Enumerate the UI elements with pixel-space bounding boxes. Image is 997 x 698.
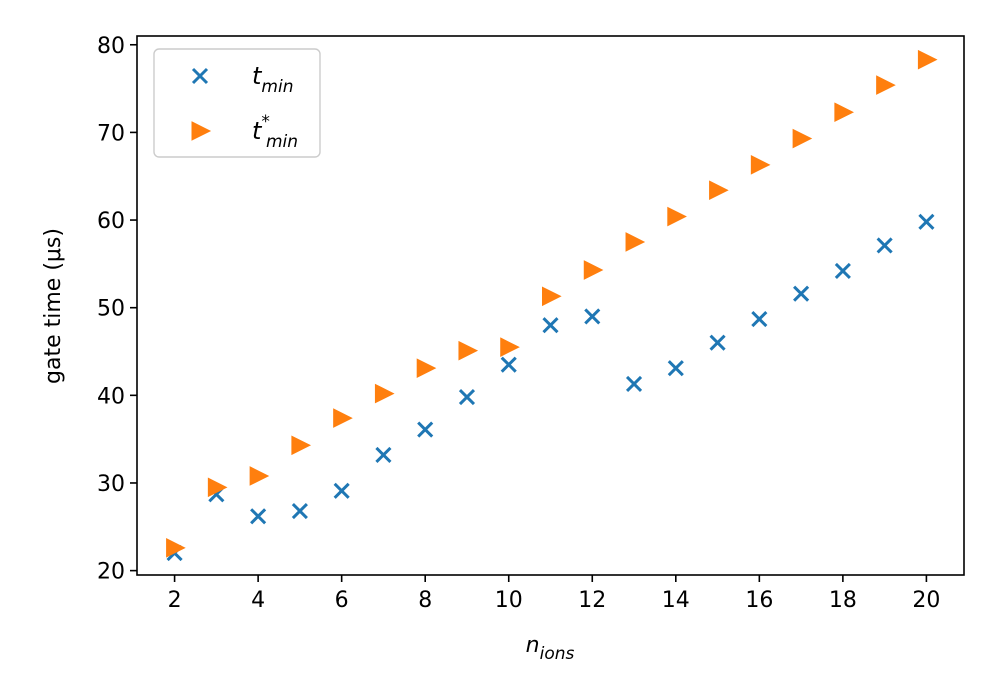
x-marker-point <box>625 375 643 393</box>
x-tick-label: 10 <box>495 588 523 613</box>
y-axis-label: gate time (μs) <box>41 228 66 384</box>
x-marker-point <box>793 285 810 302</box>
triangle-marker-point <box>625 232 646 252</box>
triangle-marker-point <box>333 408 353 428</box>
legend-label: t* min <box>252 112 298 152</box>
x-marker-point <box>417 421 434 438</box>
triangle-marker-point <box>458 340 479 361</box>
triangle-marker-point <box>667 206 687 227</box>
x-tick-label: 8 <box>418 588 432 613</box>
x-axis-label-sub: ions <box>540 644 575 664</box>
x-tick-label: 6 <box>335 588 349 613</box>
x-tick-label: 2 <box>168 588 182 613</box>
x-marker-point <box>584 308 601 325</box>
x-marker-point <box>458 389 476 406</box>
x-tick-label: 18 <box>829 588 857 613</box>
x-tick-label: 4 <box>251 588 265 613</box>
triangle-marker-point <box>750 155 771 175</box>
x-marker-point <box>918 213 935 230</box>
triangle-marker-point <box>291 435 312 456</box>
x-marker-point <box>333 482 350 499</box>
triangle-marker-point <box>249 466 270 486</box>
triangle-marker-point <box>500 337 520 357</box>
triangle-marker-point <box>416 358 437 378</box>
x-marker-point <box>667 360 684 377</box>
x-marker-point <box>834 262 851 279</box>
x-tick-label: 20 <box>912 588 940 613</box>
legend-marker <box>191 67 209 85</box>
x-axis-label: nions <box>526 633 575 664</box>
y-tick-label: 40 <box>97 384 125 409</box>
y-tick-label: 20 <box>97 560 125 585</box>
triangle-marker-point <box>792 128 813 149</box>
x-tick-label: 16 <box>745 588 773 613</box>
y-tick-label: 50 <box>97 297 125 322</box>
x-marker-point <box>291 502 308 520</box>
triangle-marker-point <box>374 383 395 404</box>
triangle-marker-point <box>583 260 604 280</box>
x-marker-point <box>500 356 517 373</box>
x-axis-label-base: n <box>526 633 540 658</box>
x-marker-point <box>542 317 559 334</box>
series-1 <box>166 49 938 558</box>
triangle-marker-point <box>834 102 854 123</box>
series-0 <box>166 213 935 562</box>
x-marker-point <box>876 237 893 254</box>
legend: tmin t* min <box>153 48 321 158</box>
triangle-marker-point <box>542 286 562 307</box>
triangle-marker-point <box>876 75 896 95</box>
x-tick-label: 14 <box>662 588 690 613</box>
y-tick-label: 30 <box>97 472 125 497</box>
y-tick-label: 70 <box>97 121 125 146</box>
x-tick-label: 12 <box>578 588 606 613</box>
x-marker-point <box>751 311 768 328</box>
y-tick-label: 80 <box>97 34 125 59</box>
triangle-marker-point <box>166 538 186 558</box>
triangle-marker-point <box>709 180 729 201</box>
y-tick-label: 60 <box>97 209 125 234</box>
x-marker-point <box>250 508 267 525</box>
plot-frame <box>136 35 965 576</box>
data-marks <box>166 49 938 562</box>
y-axis-ticks: 20 30 40 50 60 70 80 <box>97 34 137 585</box>
triangle-marker-point <box>207 477 228 498</box>
x-marker-point <box>375 446 392 463</box>
legend-marker <box>191 121 212 141</box>
x-marker-point <box>709 334 726 351</box>
triangle-marker-point <box>917 49 938 70</box>
legend-label: tmin <box>252 62 293 97</box>
x-axis-ticks: 2 4 6 8 10 12 14 16 18 20 <box>168 575 940 613</box>
